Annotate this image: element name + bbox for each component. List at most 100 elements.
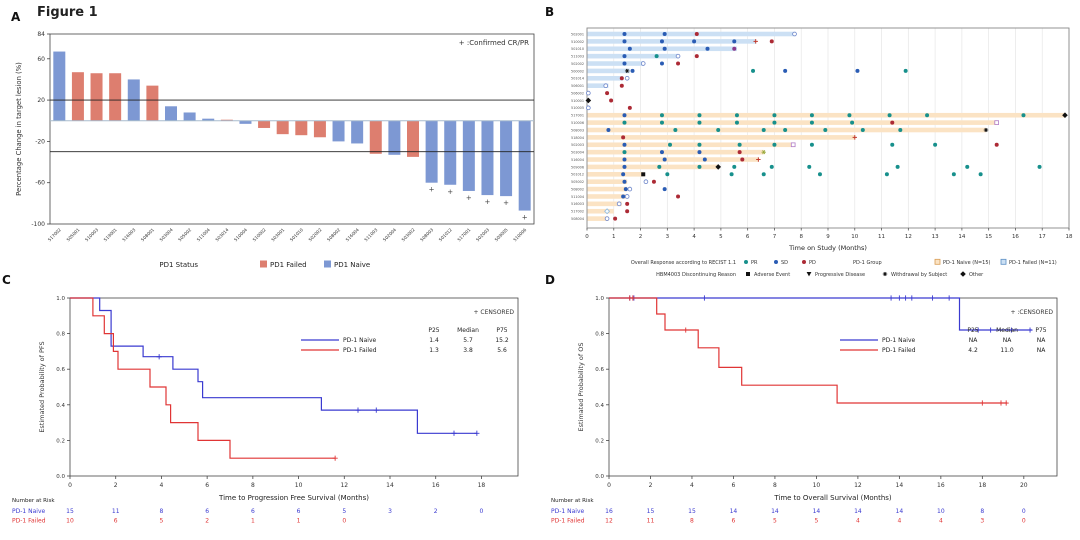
x-tick-label: 519001 [103,227,119,243]
marker-pr [951,172,956,177]
censor-plus [474,430,480,436]
marker-pr [668,142,673,147]
marker-sd [662,157,667,162]
legend-label: Other [969,272,984,278]
x-tick-label: 12 [854,482,862,489]
x-tick-label: 510004 [233,227,249,243]
x-tick-label: 516004 [345,227,361,243]
x-tick-label: 18 [478,482,486,489]
subject-id: 508003 [571,128,584,132]
risk-value: 1 [251,518,255,525]
km-legend: P25 Median P75 PD-1 Naive 1.4 5.7 15.2 PD-1 Fai… [301,327,509,354]
marker-pr [772,113,777,118]
y-tick-label: 84 [37,31,45,38]
y-axis-title: Estimated Probability of PFS [38,341,46,432]
marker-pr [925,113,930,118]
marker-pr [807,164,812,169]
marker-sd [659,150,664,155]
x-tick-label: 516003 [121,227,137,243]
marker-open-diamond [604,208,611,215]
x-tick-label: 9 [826,234,830,240]
subject-id: 510001 [571,99,584,103]
x-tick-label: 503004 [159,227,175,243]
subject-id: 503004 [571,151,584,155]
marker-pr [744,260,748,264]
marker-open-circle [675,53,681,59]
km-os-chart: 0.0 0.2 0.4 0.6 0.8 1.0 0 2 4 6 8 10 12 14 16 18 20 Time … [551,295,1058,525]
x-tick-label: 16 [1012,234,1019,240]
marker-open-square [790,142,796,148]
censored-annotation: + CENSORED [473,309,514,316]
marker-sd [662,187,667,192]
risk-row-name: PD-1 Naive [551,508,585,515]
legend-title: PD1 Status [159,261,198,269]
risk-value: 14 [730,508,738,515]
risk-table-title: Number at Risk [12,498,55,504]
risk-value: 8 [690,518,694,525]
risk-row-name: PD-1 Failed [551,518,585,525]
marker-pd [609,98,614,103]
marker-pr [809,113,814,118]
waterfall-bar [351,120,364,144]
waterfall-bar [276,120,289,135]
marker-pr [734,120,739,125]
legend-group-swatch [1000,258,1007,265]
plot-frame [69,297,519,477]
marker-sd [705,46,710,51]
stats-value: NA [1037,347,1046,354]
marker-pr [761,172,766,177]
marker-pr [890,142,895,147]
risk-value: 6 [297,508,301,515]
marker-sd [697,150,702,155]
censor-plus [451,430,457,436]
risk-value: 6 [205,508,209,515]
marker-pr [850,120,855,125]
risk-value: 16 [605,508,613,515]
swimmer-legend-response: Overall Response according to RECIST 1.1… [631,258,1057,266]
x-tick-label: 0 [607,482,611,489]
legend-label: PD-1 Failed (N=11) [1009,260,1057,266]
y-axis-title: Percentage Change in target lesion (%) [15,62,23,196]
marker-pr [772,120,777,125]
x-tick-label: 505001 [65,227,81,243]
x-tick-label: 6 [732,482,736,489]
legend-label: PD-1 Naive (N=15) [943,260,991,266]
censor-plus [909,295,915,301]
risk-value: 6 [114,518,118,525]
risk-value: 4 [897,518,901,525]
swimmer-bar [587,179,628,184]
marker-adverse-event [641,172,646,177]
marker-pr [772,142,777,147]
marker-pr [697,142,702,147]
marker-pr [817,172,822,177]
subject-id: 509006 [571,165,584,169]
x-tick-label: 2 [639,234,643,240]
x-tick-label: 4 [692,234,696,240]
km-curve [70,297,336,459]
waterfall-bar [462,120,475,191]
risk-value: 14 [896,508,904,515]
waterfall-bar [388,120,401,155]
legend-title: Overall Response according to RECIST 1.1 [631,260,736,266]
marker-pr [716,128,721,132]
marker-sd [659,39,664,44]
x-tick-label: 6 [746,234,750,240]
x-axis-title: Time on Study (Months) [788,244,867,252]
censor-plus [1003,400,1009,406]
x-tick-label: 508003 [419,227,435,243]
risk-value: 5 [773,518,777,525]
marker-pd [676,61,681,66]
marker-pr [761,128,766,132]
y-tick-label: -20 [35,138,45,145]
subject-id: 501014 [571,77,584,81]
marker-sd [621,172,626,177]
km-plot: 0.0 0.2 0.4 0.6 0.8 1.0 0 2 4 6 8 10 12 14 16 18 20 Time … [577,295,1058,502]
swimmer-bar [587,164,719,170]
swimmer-bar [587,112,1065,118]
marker-pr [732,164,737,169]
swimmer-bar [587,186,628,192]
marker-pd [890,120,895,125]
x-tick-label: 14 [896,482,904,489]
